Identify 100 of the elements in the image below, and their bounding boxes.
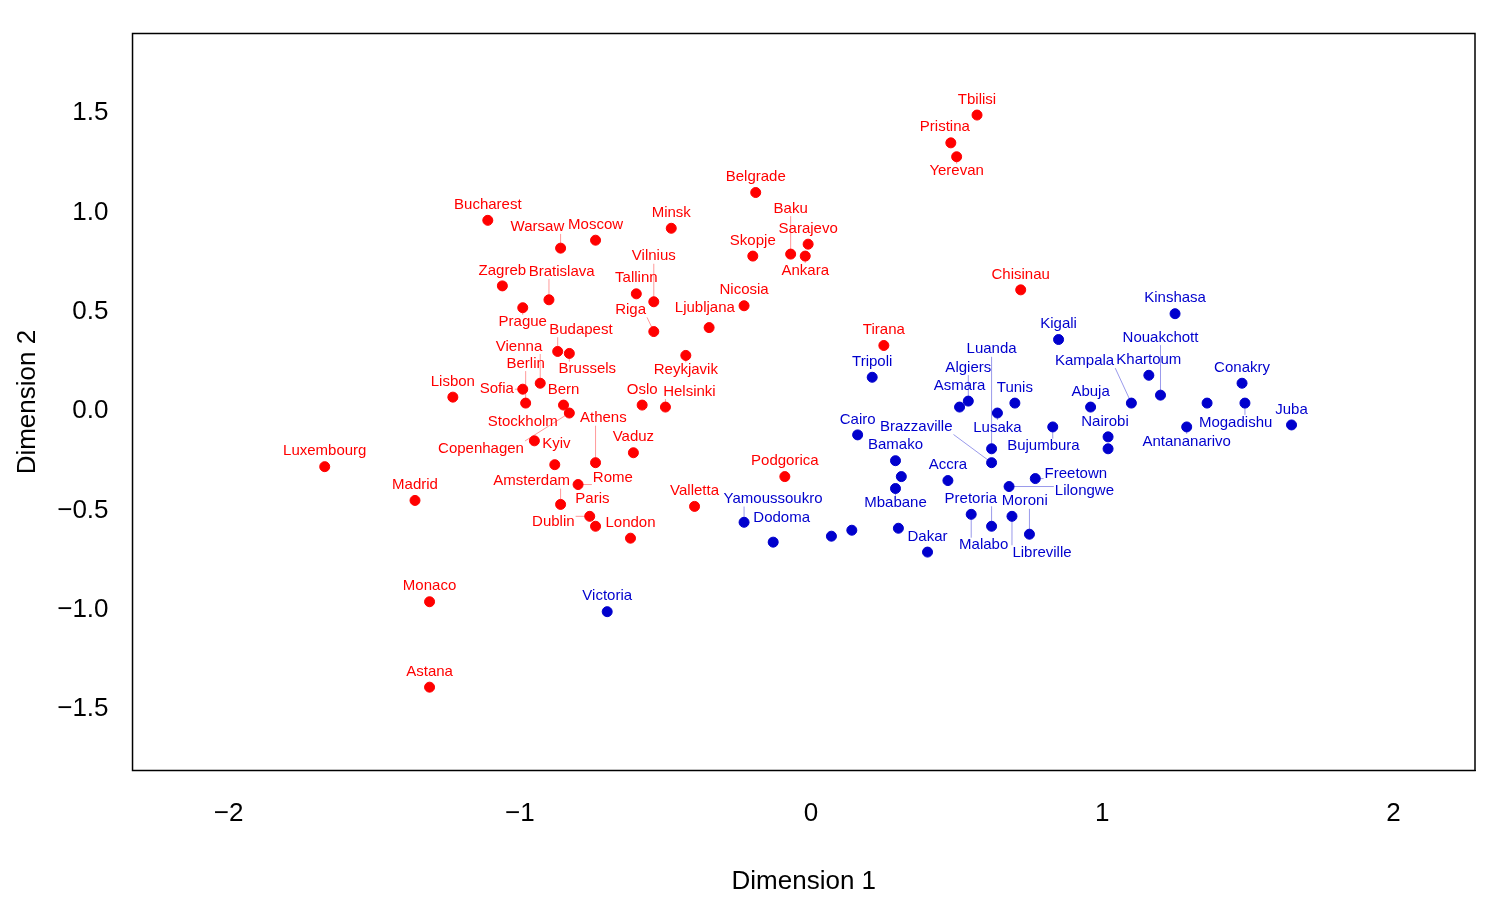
point <box>895 471 907 483</box>
data-label: Valletta <box>670 481 720 499</box>
data-label: Tunis <box>996 377 1033 395</box>
point <box>1029 473 1041 485</box>
data-label: Mbabane <box>864 493 927 511</box>
data-label: Tirana <box>862 320 906 338</box>
data-label: Oslo <box>626 379 658 397</box>
point <box>584 510 596 522</box>
point <box>624 532 636 544</box>
point <box>1239 397 1251 409</box>
data-label: Dodoma <box>753 508 811 526</box>
point <box>517 302 529 314</box>
data-label: Yerevan <box>929 161 984 179</box>
point <box>889 455 901 467</box>
data-label: Madrid <box>392 475 438 493</box>
y-tick-label: 0.0 <box>72 394 109 425</box>
point <box>986 443 998 455</box>
point <box>630 288 642 300</box>
point <box>1201 397 1213 409</box>
data-label: Nairobi <box>1081 411 1129 429</box>
data-label: Pretoria <box>944 488 998 506</box>
data-label: Sofia <box>479 378 515 396</box>
point <box>878 339 890 351</box>
data-label: Riga <box>615 300 647 318</box>
data-label: Cairo <box>839 409 876 427</box>
data-label: Bucharest <box>454 194 523 212</box>
data-label: Rome <box>592 468 633 486</box>
point <box>785 248 797 260</box>
data-label: Podgorica <box>751 451 820 469</box>
point <box>1085 401 1097 413</box>
data-label: Dakar <box>907 526 948 544</box>
point <box>1143 369 1155 381</box>
data-label: Antananarivo <box>1142 431 1231 449</box>
x-tick-label: −2 <box>213 797 244 828</box>
point <box>543 294 555 306</box>
y-tick-label: 1.5 <box>72 96 109 127</box>
data-label: Khartoum <box>1116 349 1182 367</box>
data-label: Moscow <box>568 214 624 232</box>
data-label: Prague <box>498 312 547 330</box>
data-label: Pristina <box>919 117 971 135</box>
point <box>319 461 331 473</box>
data-label: Luxembourg <box>283 441 367 459</box>
point <box>852 429 864 441</box>
point <box>1181 421 1193 433</box>
data-label: Helsinki <box>663 381 716 399</box>
data-label: Reykjavik <box>653 360 719 378</box>
point <box>1102 443 1114 455</box>
data-label: Mogadishu <box>1198 412 1273 430</box>
data-label: Vaduz <box>612 427 655 445</box>
data-label: Lilongwe <box>1054 481 1115 499</box>
point <box>971 109 983 121</box>
data-label: Freetown <box>1044 464 1108 482</box>
point <box>552 345 564 357</box>
data-label: Kinshasa <box>1144 288 1207 306</box>
x-axis-title: Dimension 1 <box>731 864 877 895</box>
point <box>648 326 660 338</box>
data-label: Libreville <box>1012 542 1072 560</box>
point <box>945 137 957 149</box>
data-label: Zagreb <box>478 260 527 278</box>
data-label: Tallinn <box>615 268 658 286</box>
data-label: Juba <box>1275 399 1309 417</box>
data-label: Asmara <box>933 375 987 393</box>
data-label: Chisinau <box>991 264 1050 282</box>
data-label: Paris <box>575 489 610 507</box>
point <box>517 383 529 395</box>
point <box>636 399 648 411</box>
x-tick-label: 0 <box>803 797 819 828</box>
point <box>922 546 934 558</box>
data-label: Brussels <box>558 359 617 377</box>
data-label: Malabo <box>959 535 1009 553</box>
point <box>866 371 878 383</box>
data-label: Tbilisi <box>957 89 997 107</box>
point <box>496 280 508 292</box>
data-label: Luanda <box>966 339 1018 357</box>
point <box>951 151 963 163</box>
data-label: Warsaw <box>510 216 565 234</box>
point <box>590 520 602 532</box>
data-label: Baku <box>773 198 808 216</box>
data-label: Budapest <box>549 319 614 337</box>
point <box>555 498 567 510</box>
point <box>747 250 759 262</box>
data-label: Sarajevo <box>778 218 838 236</box>
point <box>563 407 575 419</box>
data-label: Algiers <box>945 357 992 375</box>
point <box>680 349 692 361</box>
y-tick-label: 1.0 <box>72 195 109 226</box>
point <box>954 401 966 413</box>
data-label: Brazzaville <box>879 417 953 435</box>
data-label: Athens <box>579 408 627 426</box>
point <box>703 322 715 334</box>
point <box>750 187 762 199</box>
data-label: Abuja <box>1071 381 1111 399</box>
point <box>563 347 575 359</box>
point <box>601 606 613 618</box>
x-tick-label: 2 <box>1386 797 1401 828</box>
point <box>986 457 998 469</box>
point <box>689 500 701 512</box>
point <box>965 508 977 520</box>
point <box>1047 421 1059 433</box>
point <box>447 391 459 403</box>
